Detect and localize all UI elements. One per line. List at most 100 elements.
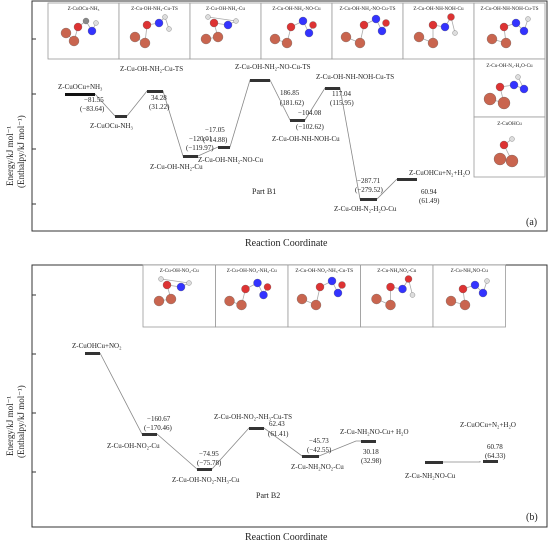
panel-a-xlabel: Reaction Coordinate — [245, 238, 328, 249]
panel-b-labels: Z-CuOHCu+NO₂ −160.67 (−170.46) Z-Cu-OH-N… — [72, 342, 516, 484]
atom-sphere — [413, 31, 425, 43]
level-b-5-name: Z-Cu-NH₂NO-Cu+ H₂O — [340, 428, 409, 436]
structure-thumbnail-label: Z-Cu-OH-NH-NOH-Cu-TS — [481, 6, 539, 12]
atom-sphere — [486, 33, 498, 45]
panel-a-ylabel: Energy/kJ mol⁻¹ — [5, 126, 15, 186]
structure-thumbnail: Z-Cu-OH-NO₂-NH₃-Cu — [215, 264, 289, 328]
atom-sphere — [87, 26, 97, 36]
level-a-7-energy: 117.04 — [332, 90, 351, 98]
level-a-8-enthalpy: (−279.52) — [355, 186, 384, 194]
atom-sphere — [515, 74, 521, 80]
atom-sphere — [470, 280, 480, 290]
atom-sphere — [296, 293, 308, 305]
atom-sphere — [154, 18, 164, 28]
atom-sphere — [281, 37, 293, 49]
level-b-2-energy: −74.95 — [199, 450, 219, 458]
level-a-4-name: Z-Cu-OH-NH₂-NO-Cu — [198, 156, 264, 164]
panel-a-yticks — [32, 38, 36, 205]
panel-b-structure-thumbnails: Z-Cu-OH-NO₂-Cu Z-Cu-OH-NO₂-NH₃-Cu Z-Cu-OH-… — [142, 264, 506, 328]
panel-b-connectors — [99, 352, 481, 470]
atom-sphere — [519, 26, 529, 36]
atom-sphere — [73, 22, 83, 32]
panel-a-frame — [31, 0, 548, 232]
structure-thumbnail-label: Z-Cu-OH-NH₂-Cu — [206, 6, 245, 12]
atom-sphere — [176, 282, 186, 292]
level-a-7 — [325, 87, 340, 90]
level-b-5-enthalpy: (32.98) — [361, 457, 382, 465]
atom-sphere — [497, 96, 511, 110]
structure-thumbnail-label: Z-Cu-NH₂NO₂-Cu — [377, 268, 416, 274]
level-a-5 — [250, 79, 270, 82]
atom-sphere — [338, 281, 346, 289]
level-a-6-enthalpy: (−102.62) — [296, 123, 325, 131]
atom-sphere — [525, 16, 531, 22]
level-a-7-enthalpy: (115.95) — [330, 99, 354, 107]
atom-sphere — [162, 280, 172, 290]
panel-b-yticks — [32, 294, 36, 473]
level-a-1 — [115, 115, 127, 118]
level-a-2 — [147, 90, 163, 93]
panel-a-levels — [65, 79, 417, 201]
atom-sphere — [440, 22, 450, 32]
atom-sphere — [259, 290, 268, 300]
atom-sphere — [447, 13, 455, 21]
atom-sphere — [499, 22, 509, 32]
level-a-3-name: Z-Cu-OH-NH₂-Cu — [150, 163, 203, 171]
level-a-1-energy: −81.55 — [84, 96, 104, 104]
structure-thumbnail: Z-Cu-OH-NH₂-NO-Cu — [260, 2, 333, 60]
structure-thumbnail-label: Z-Cu-OH-NH₂-NO-Cu-TS — [340, 6, 396, 12]
atom-sphere — [200, 33, 212, 45]
level-b-7-name: Z-CuOCu+N₂+H₂O — [460, 421, 516, 429]
level-a-8-name: Z-Cu-OH-N₂-H₂O-Cu — [334, 205, 397, 213]
atom-sphere — [223, 20, 233, 30]
level-b-2 — [197, 468, 212, 471]
level-a-6-energy: −104.08 — [298, 109, 322, 117]
atom-sphere — [333, 288, 343, 298]
atom-sphere — [483, 92, 497, 106]
level-b-4-enthalpy: (−42.55) — [307, 446, 332, 454]
atom-sphere — [377, 26, 387, 36]
level-a-8-energy: −287.71 — [357, 177, 381, 185]
atom-sphere — [166, 26, 172, 32]
level-b-1-name: Z-Cu-OH-NO₂-Cu — [107, 442, 160, 450]
level-a-6-name: Z-Cu-OH-NH-NOH-Cu — [272, 135, 340, 143]
level-a-4-enthalpy: (−14.88) — [203, 136, 228, 144]
panel-a: Z-CuOCu-NH₃ Z-Cu-OH-NH₂-Cu-TS Z-Cu-OH-NH₂-… — [5, 0, 548, 249]
atom-sphere — [478, 288, 488, 298]
atom-sphere — [458, 284, 468, 294]
structure-thumbnail: Z-Cu-OH-NO₂-NH₃-Cu-TS — [287, 264, 361, 328]
atom-sphere — [209, 18, 219, 28]
atom-sphere — [509, 80, 519, 90]
atom-sphere — [142, 20, 152, 30]
atom-sphere — [509, 136, 515, 142]
level-b-0-name: Z-CuOHCu+NO₂ — [72, 342, 122, 350]
atom-sphere — [398, 284, 407, 294]
atom-sphere — [371, 293, 382, 305]
panel-a-tag: (a) — [526, 217, 537, 228]
panel-b-tag: (b) — [526, 512, 538, 523]
level-b-0 — [85, 352, 100, 355]
level-a-4 — [218, 146, 230, 149]
structure-thumbnail-label: Z-CuOCu-NH₃ — [68, 6, 100, 12]
level-a-9 — [397, 178, 417, 181]
structure-thumbnail-label: Z-Cu-NH₂NO-Cu — [451, 268, 489, 274]
atom-sphere — [409, 292, 416, 298]
atom-sphere — [233, 18, 239, 24]
level-a-3-enthalpy: (−119.97) — [186, 144, 214, 152]
level-a-3-energy: −120.01 — [189, 135, 213, 143]
atom-sphere — [224, 295, 235, 307]
level-a-5-enthalpy: (181.62) — [280, 99, 305, 107]
atom-sphere — [298, 16, 308, 26]
level-b-2-name: Z-Cu-OH-NO₂-NH₃-Cu — [172, 476, 240, 484]
structure-thumbnail: Z-CuOCu-NH₃ — [47, 2, 120, 60]
atom-sphere — [93, 20, 99, 26]
panel-b: Z-Cu-OH-NO₂-Cu Z-Cu-OH-NO₂-NH₃-Cu Z-Cu-OH-… — [5, 264, 548, 543]
level-a-2-name: Z-Cu-OH-NH₂-Cu-TS — [120, 65, 183, 73]
structure-thumbnail: Z-Cu-OH-N₂-H₂O-Cu — [473, 58, 546, 118]
atom-sphere — [241, 284, 250, 294]
structure-thumbnail: Z-Cu-OH-NH₂-NO-Cu-TS — [331, 2, 404, 60]
atom-sphere — [158, 276, 164, 282]
level-a-1-enthalpy: (−83.64) — [80, 105, 105, 113]
atom-sphere — [263, 283, 272, 291]
atom-sphere — [519, 84, 529, 94]
